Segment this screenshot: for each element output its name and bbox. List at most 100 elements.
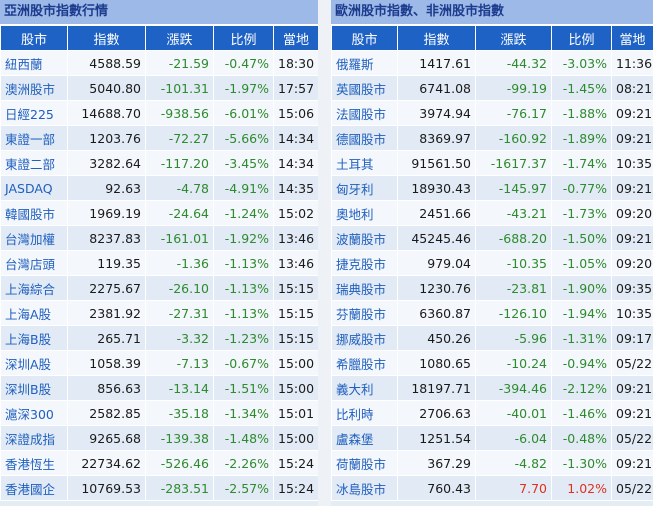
market-name-link[interactable]: 挪威股市 xyxy=(331,325,398,351)
table-row: 奧地利 2451.66 -43.21 -1.73% 09:20 xyxy=(331,200,653,226)
market-name-link[interactable]: 日經225 xyxy=(0,100,68,126)
market-name-link[interactable]: 東證二部 xyxy=(0,150,68,176)
market-name-link[interactable]: 滬深300 xyxy=(0,400,68,426)
market-name-link[interactable]: 上海A股 xyxy=(0,300,68,326)
change-value: -99.19 xyxy=(475,75,552,101)
market-name-link[interactable]: JASDAQ xyxy=(0,175,68,201)
change-value: -10.35 xyxy=(475,250,552,276)
percent-value: -1.90% xyxy=(551,275,612,301)
market-name-link[interactable]: 匈牙利 xyxy=(331,175,398,201)
table-row: 比利時 2706.63 -40.01 -1.46% 09:21 xyxy=(331,400,653,426)
change-value: -394.46 xyxy=(475,375,552,401)
local-time: 15:01 xyxy=(273,400,318,426)
market-name-link[interactable]: 芬蘭股市 xyxy=(331,300,398,326)
market-name-link[interactable]: 上海B股 xyxy=(0,325,68,351)
market-name-link[interactable]: 韓國股市 xyxy=(0,200,68,226)
local-time: 09:20 xyxy=(611,250,653,276)
market-name-link[interactable]: 義大利 xyxy=(331,375,398,401)
index-value: 2706.63 xyxy=(397,400,476,426)
index-value: 18930.43 xyxy=(397,175,476,201)
index-value: 979.04 xyxy=(397,250,476,276)
column-header-market[interactable]: 股市 xyxy=(0,25,68,51)
market-name-link[interactable]: 深圳A股 xyxy=(0,350,68,376)
local-time: 15:02 xyxy=(273,200,318,226)
table-row: 上海綜合 2275.67 -26.10 -1.13% 15:15 xyxy=(0,275,318,301)
column-header-index[interactable]: 指數 xyxy=(67,25,146,51)
column-header-index[interactable]: 指數 xyxy=(397,25,476,51)
local-time: 10:35 xyxy=(611,300,653,326)
market-name-link[interactable]: 紐西蘭 xyxy=(0,50,68,76)
percent-value: -1.88% xyxy=(551,100,612,126)
change-value: -3.32 xyxy=(145,325,214,351)
market-name-link[interactable]: 土耳其 xyxy=(331,150,398,176)
market-name-link[interactable]: 波蘭股市 xyxy=(331,225,398,251)
market-name-link[interactable]: 深證成指 xyxy=(0,425,68,451)
market-name-link[interactable]: 俄羅斯 xyxy=(331,50,398,76)
market-name-link[interactable]: 德國股市 xyxy=(331,125,398,151)
market-name-link[interactable]: 捷克股市 xyxy=(331,250,398,276)
market-name-link[interactable]: 香港國企 xyxy=(0,475,68,501)
market-name-link[interactable]: 冰島股市 xyxy=(331,475,398,501)
asia-panel-title: 亞洲股市指數行情 xyxy=(0,0,318,25)
market-name-link[interactable]: 台灣店頭 xyxy=(0,250,68,276)
percent-value: -4.91% xyxy=(213,175,274,201)
table-row: 土耳其 91561.50 -1617.37 -1.74% 10:35 xyxy=(331,150,653,176)
europe-table-body: 俄羅斯 1417.61 -44.32 -3.03% 11:36 英國股市 6741.08 -9… xyxy=(331,50,653,501)
percent-value: -6.01% xyxy=(213,100,274,126)
column-header-local-time: 當地 xyxy=(273,25,318,51)
column-header-change[interactable]: 漲跌 xyxy=(145,25,214,51)
table-row: 澳洲股市 5040.80 -101.31 -1.97% 17:57 xyxy=(0,75,318,101)
asia-table-body: 紐西蘭 4588.59 -21.59 -0.47% 18:30 澳洲股市 5040.80 -1… xyxy=(0,50,318,501)
index-value: 1058.39 xyxy=(67,350,146,376)
table-row: 挪威股市 450.26 -5.96 -1.31% 09:17 xyxy=(331,325,653,351)
local-time: 09:20 xyxy=(611,200,653,226)
market-name-link[interactable]: 香港恆生 xyxy=(0,450,68,476)
market-name-link[interactable]: 法國股市 xyxy=(331,100,398,126)
market-name-link[interactable]: 上海綜合 xyxy=(0,275,68,301)
index-value: 1203.76 xyxy=(67,125,146,151)
market-name-link[interactable]: 奧地利 xyxy=(331,200,398,226)
local-time: 09:21 xyxy=(611,225,653,251)
change-value: -688.20 xyxy=(475,225,552,251)
column-header-local-time: 當地 xyxy=(611,25,653,51)
local-time: 15:00 xyxy=(273,375,318,401)
index-value: 91561.50 xyxy=(397,150,476,176)
change-value: -76.17 xyxy=(475,100,552,126)
change-value: -101.31 xyxy=(145,75,214,101)
column-header-market[interactable]: 股市 xyxy=(331,25,398,51)
market-name-link[interactable]: 台灣加權 xyxy=(0,225,68,251)
europe-africa-index-panel: 歐洲股市指數、非洲股市指數 股市 指數 漲跌 比例 當地 俄羅斯 1417.61-… xyxy=(331,0,653,506)
table-row: 日經225 14688.70 -938.56 -6.01% 15:06 xyxy=(0,100,318,126)
table-row: 盧森堡 1251.54 -6.04 -0.48% 05/22 xyxy=(331,425,653,451)
local-time: 15:00 xyxy=(273,350,318,376)
index-value: 2451.66 xyxy=(397,200,476,226)
change-value: -27.31 xyxy=(145,300,214,326)
market-name-link[interactable]: 深圳B股 xyxy=(0,375,68,401)
percent-value: -0.47% xyxy=(213,50,274,76)
market-name-link[interactable]: 東證一部 xyxy=(0,125,68,151)
table-row: 深圳B股 856.63 -13.14 -1.51% 15:00 xyxy=(0,375,318,401)
index-value: 18197.71 xyxy=(397,375,476,401)
column-header-change[interactable]: 漲跌 xyxy=(475,25,552,51)
percent-value: -3.03% xyxy=(551,50,612,76)
percent-value: -1.89% xyxy=(551,125,612,151)
column-header-percent[interactable]: 比例 xyxy=(213,25,274,51)
market-name-link[interactable]: 澳洲股市 xyxy=(0,75,68,101)
market-name-link[interactable]: 比利時 xyxy=(331,400,398,426)
percent-value: -1.94% xyxy=(551,300,612,326)
market-name-link[interactable]: 盧森堡 xyxy=(331,425,398,451)
table-row: 匈牙利 18930.43 -145.97 -0.77% 09:21 xyxy=(331,175,653,201)
change-value: -161.01 xyxy=(145,225,214,251)
market-name-link[interactable]: 荷蘭股市 xyxy=(331,450,398,476)
market-name-link[interactable]: 瑞典股市 xyxy=(331,275,398,301)
market-name-link[interactable]: 英國股市 xyxy=(331,75,398,101)
local-time: 09:35 xyxy=(611,275,653,301)
percent-value: -1.97% xyxy=(213,75,274,101)
change-value: -7.13 xyxy=(145,350,214,376)
percent-value: -0.48% xyxy=(551,425,612,451)
index-value: 2275.67 xyxy=(67,275,146,301)
percent-value: -2.57% xyxy=(213,475,274,501)
market-name-link[interactable]: 希臘股市 xyxy=(331,350,398,376)
percent-value: -1.73% xyxy=(551,200,612,226)
column-header-percent[interactable]: 比例 xyxy=(551,25,612,51)
